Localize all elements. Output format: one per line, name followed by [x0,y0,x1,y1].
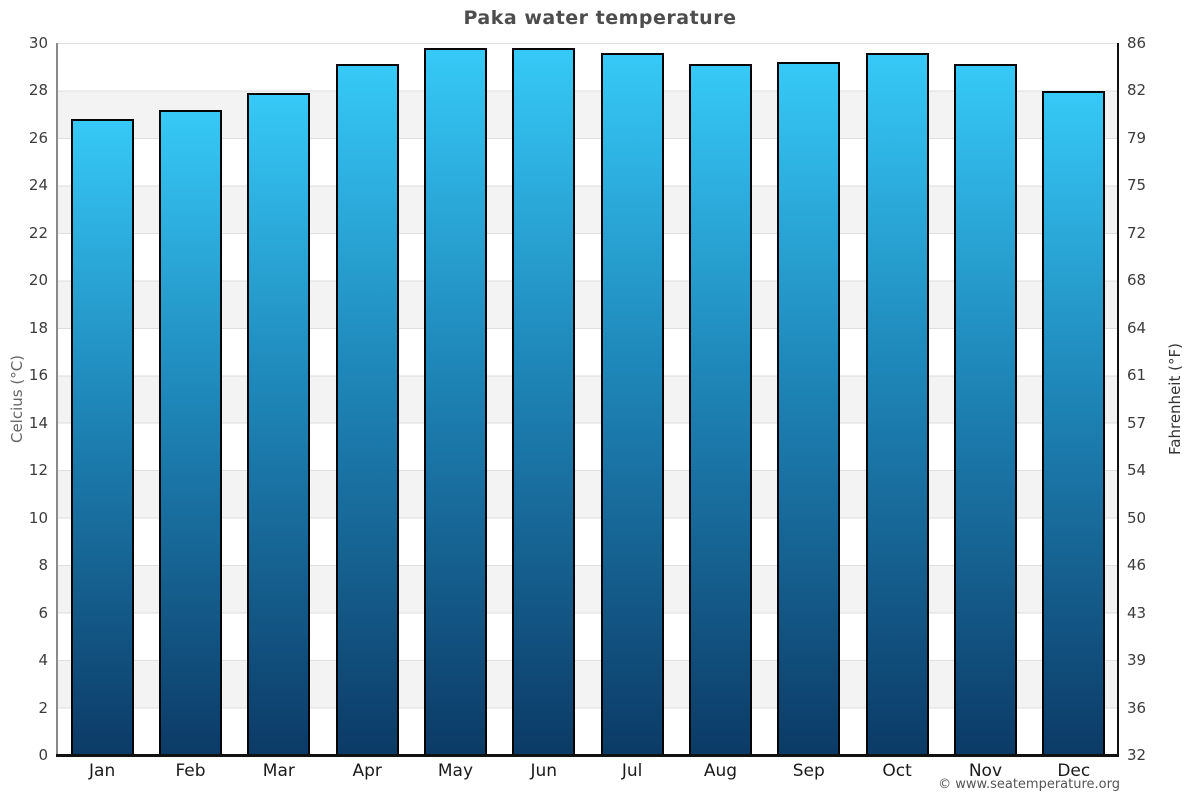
temperature-bar-mar [247,92,311,755]
fahrenheit-tick-label: 61 [1127,366,1147,385]
chart-title: Paka water temperature [463,7,737,29]
y-axis-title-celsius: Celcius (°C) [8,354,26,444]
celsius-tick-label: 28 [28,81,48,100]
fahrenheit-tick-label: 68 [1127,271,1147,290]
fahrenheit-tick-label: 46 [1127,556,1147,575]
temperature-bar-dec [1042,90,1106,755]
fahrenheit-tick-label: 86 [1127,34,1147,52]
bar-slot-may [411,43,499,755]
celsius-tick-label: 16 [28,366,48,385]
footer: © www.seatemperature.org [0,777,1120,792]
temperature-bar-apr [335,64,399,755]
month-label-jun: Jun [530,761,558,781]
bar-slot-mar [235,43,323,755]
celsius-tick-label: 14 [28,413,48,432]
celsius-tick-label: 18 [28,318,48,337]
fahrenheit-tick-label: 79 [1127,128,1147,147]
temperature-bar-jun [512,47,576,755]
celsius-tick-label: 6 [38,603,48,622]
month-label-mar: Mar [262,761,295,781]
temperature-bar-jul [600,52,664,755]
fahrenheit-tick-label: 32 [1127,746,1147,764]
footer-credit-link[interactable]: © www.seatemperature.org [938,777,1120,792]
plot-area [58,43,1118,755]
celsius-tick-label: 0 [38,746,48,764]
bar-slot-jul [588,43,676,755]
temperature-bar-aug [688,64,752,755]
temperature-bar-may [423,47,487,755]
month-label-feb: Feb [175,761,206,781]
y-axis-line-fahrenheit [1117,43,1119,755]
y-axis-line-celsius [56,43,58,755]
celsius-tick-label: 2 [38,698,48,717]
month-label-may: May [437,761,474,781]
y-axis-title-fahrenheit: Fahrenheit (°F) [1166,343,1184,455]
month-label-jul: Jul [621,761,643,781]
month-label-aug: Aug [703,761,738,781]
celsius-tick-label: 22 [28,223,48,242]
fahrenheit-tick-label: 64 [1127,318,1147,337]
fahrenheit-tick-label: 50 [1127,508,1147,527]
month-label-dec: Dec [1057,761,1091,781]
month-label-jan: Jan [89,761,116,781]
bar-slot-sep [765,43,853,755]
bar-slot-nov [941,43,1029,755]
bar-slot-jan [58,43,146,755]
month-label-apr: Apr [352,761,382,781]
temperature-bar-sep [777,62,841,755]
temperature-bar-nov [953,64,1017,755]
fahrenheit-tick-label: 72 [1127,223,1147,242]
fahrenheit-tick-label: 57 [1127,413,1147,432]
bar-slot-oct [853,43,941,755]
month-label-oct: Oct [882,761,912,781]
celsius-tick-label: 26 [28,128,48,147]
celsius-tick-label: 20 [28,271,48,290]
celsius-tick-label: 4 [38,651,48,670]
celsius-tick-label: 8 [38,556,48,575]
celsius-tick-label: 10 [28,508,48,527]
temperature-bar-oct [865,52,929,755]
temperature-bar-feb [158,109,222,755]
celsius-tick-label: 24 [28,176,48,195]
month-label-sep: Sep [792,761,825,781]
temperature-bar-jan [70,118,134,755]
fahrenheit-tick-label: 54 [1127,461,1147,480]
bar-slot-feb [146,43,234,755]
fahrenheit-tick-label: 36 [1127,698,1147,717]
fahrenheit-tick-label: 82 [1127,81,1147,100]
bar-slot-jun [500,43,588,755]
fahrenheit-tick-label: 43 [1127,603,1147,622]
bar-slot-dec [1030,43,1118,755]
fahrenheit-tick-label: 75 [1127,176,1147,195]
month-label-nov: Nov [968,761,1003,781]
fahrenheit-tick-label: 39 [1127,651,1147,670]
bar-slot-aug [676,43,764,755]
month-axis-labels: Jan Feb Mar Apr May Jun Jul Aug Sep Oct Nov Dec [58,761,1118,781]
celsius-tick-label: 30 [28,34,48,52]
celsius-tick-label: 12 [28,461,48,480]
x-axis-line [56,754,1119,757]
bars-row [58,43,1118,755]
bar-slot-apr [323,43,411,755]
